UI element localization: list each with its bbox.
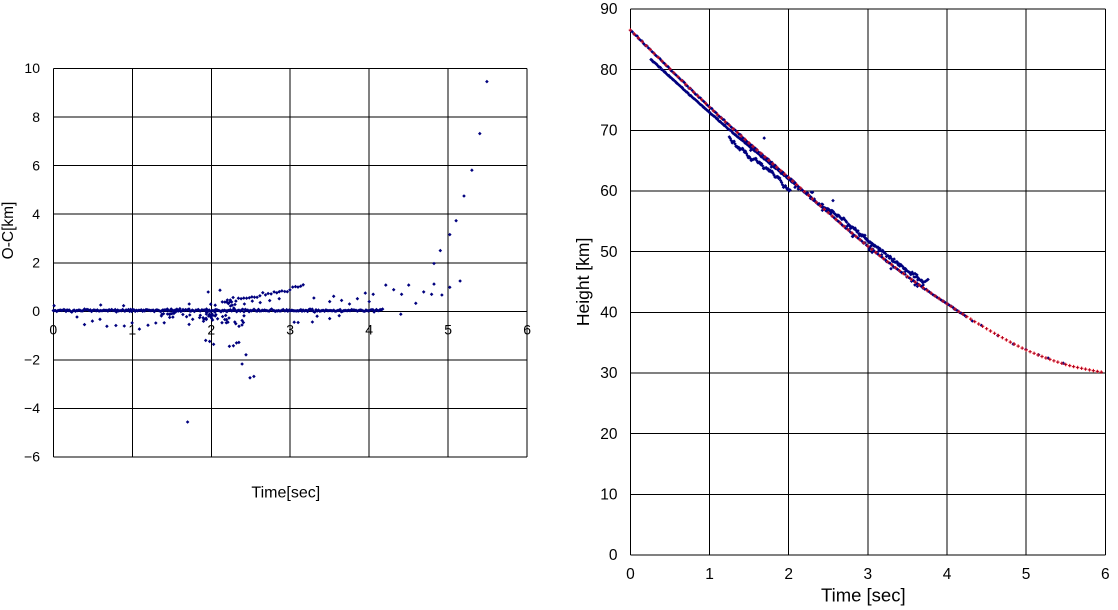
svg-text:Time[sec]: Time[sec] — [251, 485, 320, 502]
svg-text:10: 10 — [600, 487, 618, 504]
svg-text:5: 5 — [1022, 566, 1031, 583]
svg-text:0: 0 — [626, 566, 635, 583]
svg-text:Height [km]: Height [km] — [573, 238, 593, 327]
svg-text:2: 2 — [32, 254, 40, 270]
svg-text:5: 5 — [444, 321, 452, 337]
svg-text:20: 20 — [600, 426, 618, 443]
svg-text:Time [sec]: Time [sec] — [821, 585, 906, 606]
svg-text:O-C[km]: O-C[km] — [0, 202, 17, 260]
svg-text:6: 6 — [32, 157, 40, 173]
svg-text:1: 1 — [705, 566, 714, 583]
svg-text:90: 90 — [600, 1, 618, 18]
svg-text:0: 0 — [609, 547, 618, 564]
svg-text:10: 10 — [24, 60, 40, 76]
svg-text:4: 4 — [32, 206, 40, 222]
svg-text:4: 4 — [943, 566, 952, 583]
svg-text:70: 70 — [600, 123, 618, 140]
svg-text:6: 6 — [523, 321, 531, 337]
svg-text:−2: −2 — [24, 352, 40, 368]
svg-text:40: 40 — [600, 305, 618, 322]
svg-text:2: 2 — [784, 566, 793, 583]
svg-text:60: 60 — [600, 183, 618, 200]
svg-text:8: 8 — [32, 109, 40, 125]
svg-text:2: 2 — [207, 321, 215, 337]
svg-text:0: 0 — [32, 303, 40, 319]
svg-text:6: 6 — [1101, 566, 1110, 583]
svg-text:80: 80 — [600, 62, 618, 79]
svg-text:3: 3 — [286, 321, 294, 337]
svg-text:4: 4 — [365, 321, 373, 337]
svg-text:0: 0 — [49, 321, 57, 337]
svg-text:30: 30 — [600, 365, 618, 382]
svg-text:−4: −4 — [24, 400, 40, 416]
svg-text:1: 1 — [128, 321, 136, 337]
svg-text:3: 3 — [863, 566, 872, 583]
svg-text:−6: −6 — [24, 449, 40, 465]
svg-text:50: 50 — [600, 244, 618, 261]
